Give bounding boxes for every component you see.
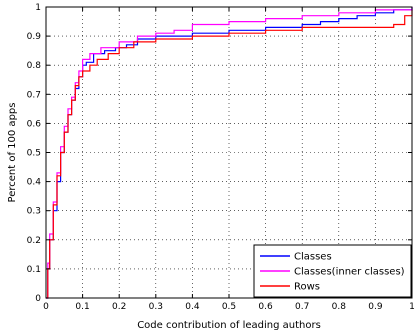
x-tick-label: 0.9 [368,302,383,312]
grid-lines [46,7,412,298]
x-tick-label: 0 [43,302,49,312]
legend-label-2: Rows [294,282,320,293]
legend-label-1: Classes(inner classes) [294,267,405,278]
y-tick-label: 0.9 [27,32,42,42]
x-tick-label: 0.3 [149,302,163,312]
x-tick-label: 0.8 [332,302,347,312]
y-tick-label: 0.5 [27,149,41,159]
y-tick-label: 0.2 [27,236,41,246]
y-tick-label: 0.4 [27,178,42,188]
x-tick-label: 0.5 [222,302,236,312]
y-tick-label: 0.1 [27,265,41,275]
series-line-1 [46,7,413,299]
legend-label-0: Classes [294,252,332,263]
y-tick-label: 1 [35,3,41,13]
y-tick-label: 0.7 [27,90,41,100]
axis-ticks: 0 0.1 0.2 0.3 0.4 0.5 0.6 0.7 0.8 0.9 1 0 0.1 0.2 0.3 0… [27,3,415,312]
x-axis-title: Code contribution of leading authors [137,320,321,331]
y-tick-label: 0.6 [27,119,42,129]
x-tick-label: 0.7 [295,302,309,312]
y-axis-title: Percent of 100 apps [7,103,18,203]
series-line-2 [46,9,413,299]
x-tick-label: 1 [409,302,415,312]
y-tick-label: 0.3 [27,207,41,217]
series-lines [46,7,413,299]
legend: Classes Classes(inner classes) Rows [253,244,412,298]
x-tick-label: 0.6 [258,302,273,312]
y-tick-label: 0.8 [27,61,42,71]
x-tick-label: 0.1 [75,302,89,312]
x-tick-label: 0.4 [185,302,200,312]
x-tick-label: 0.2 [112,302,126,312]
y-tick-label: 0 [35,294,41,304]
